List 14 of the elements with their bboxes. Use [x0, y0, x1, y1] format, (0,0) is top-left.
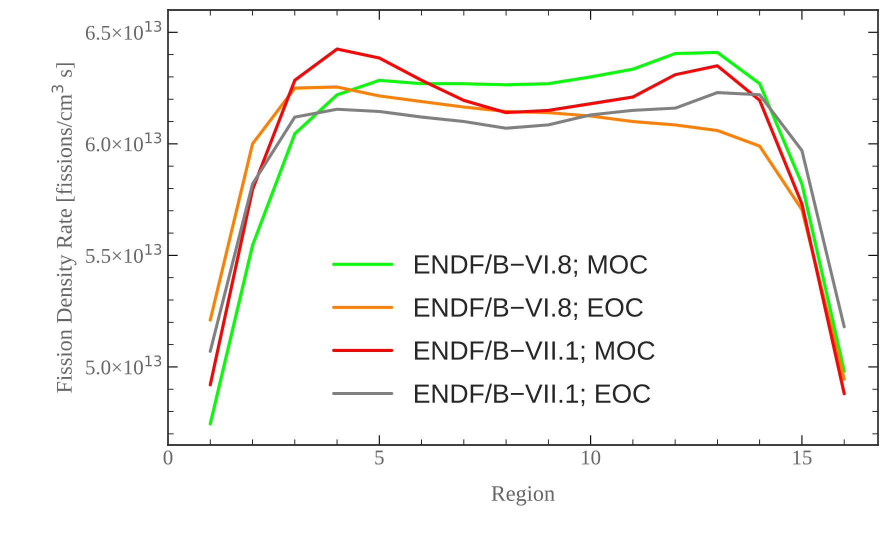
- x-tick-label: 10: [582, 450, 600, 465]
- y-tick-label: 6.5×10$^{13}$: [86, 20, 162, 40]
- y-tick-label: 5.0×10$^{13}$: [86, 355, 162, 375]
- y-tick-label: 5.5×10$^{13}$: [86, 244, 162, 263]
- x-tick-label: 15: [793, 450, 812, 465]
- x-tick-label: 5: [375, 450, 384, 465]
- legend-label: ENDF/B−VI.8; MOC: [415, 254, 648, 277]
- x-axis-title: Region: [492, 486, 555, 506]
- y-axis-title: Fission Density Rate [fissions/cm$^{3}$ s]: [52, 63, 76, 393]
- x-tick-label: 0: [164, 450, 172, 465]
- legend-label: ENDF/B−VI.8; EOC: [415, 297, 643, 320]
- y-tick-label: 6.0×10$^{13}$: [86, 132, 162, 152]
- legend-label: ENDF/B−VII.1; MOC: [415, 340, 655, 364]
- legend-label: ENDF/B−VII.1; EOC: [415, 384, 650, 406]
